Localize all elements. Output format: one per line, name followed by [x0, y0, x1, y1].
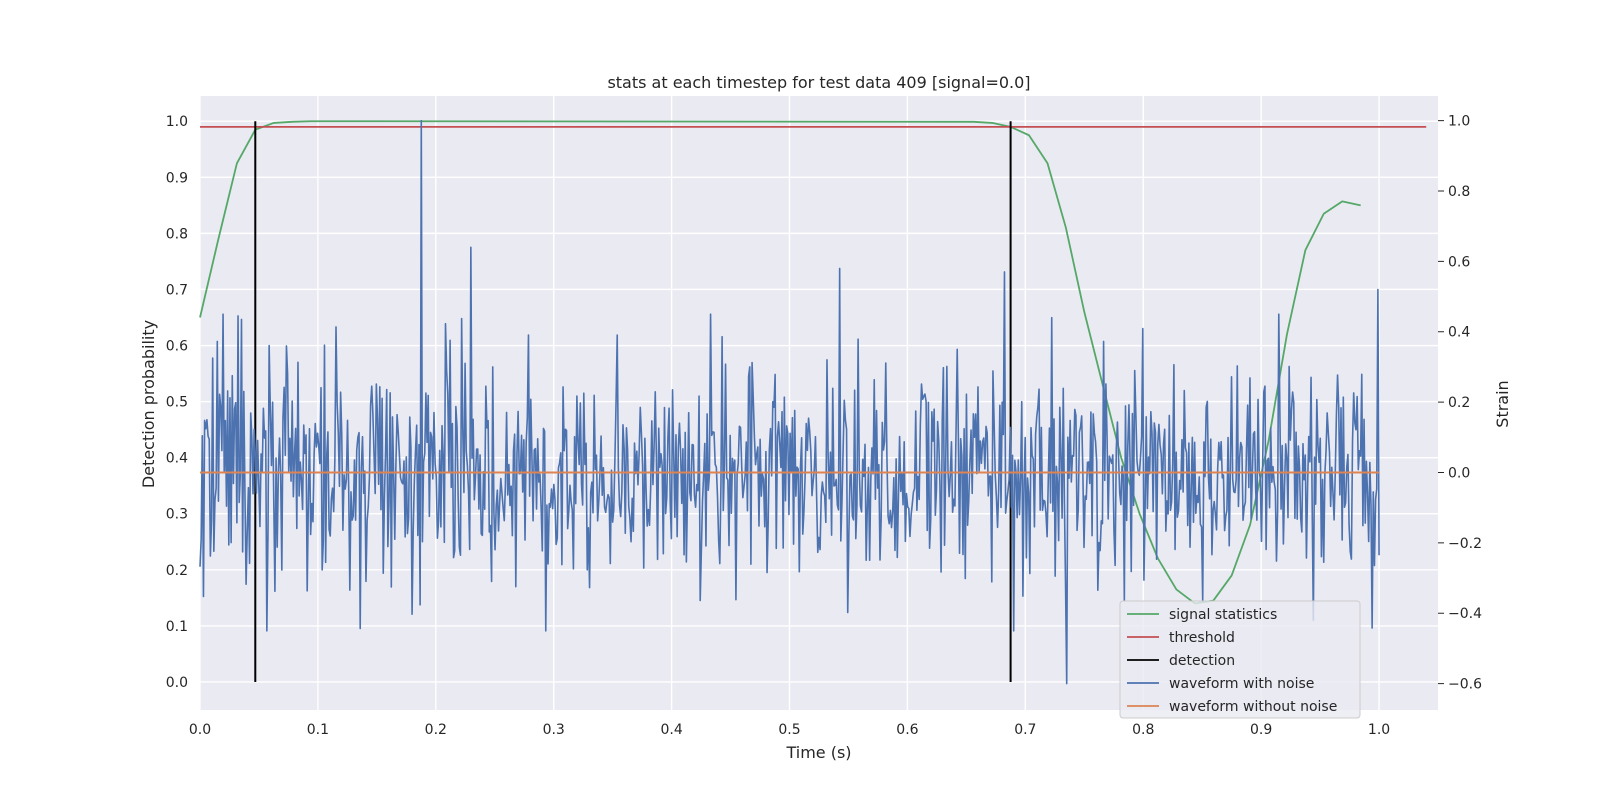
- y-tick-label: 0.6: [166, 339, 188, 355]
- x-tick-label: 0.1: [307, 722, 329, 738]
- legend-box: [1119, 600, 1361, 719]
- y-tick-label: 0.1: [166, 619, 188, 635]
- x-tick-label: 0.3: [543, 722, 565, 738]
- signal-statistics-line: [199, 120, 1361, 605]
- x-tick-label: 0.4: [660, 722, 682, 738]
- legend: signal statistics threshold detection wa…: [1119, 600, 1361, 719]
- x-tick-label: 0.2: [425, 722, 447, 738]
- legend-label-detection: detection: [1169, 653, 1235, 669]
- y-tick-label-right: 0.2: [1448, 395, 1470, 411]
- x-tick-label: 0.5: [778, 722, 800, 738]
- series-layer: [199, 119, 1427, 685]
- y-tick-label-right: 0.8: [1448, 184, 1470, 200]
- y-tick-label: 1.0: [166, 114, 188, 130]
- y-tick-label: 0.2: [166, 563, 188, 579]
- waveform-with-noise-line: [199, 119, 1380, 685]
- x-tick-label: 0.7: [1014, 722, 1036, 738]
- y-tick-label-right: −0.2: [1448, 536, 1482, 552]
- y-tick-label: 0.8: [166, 226, 188, 242]
- y-tick-label-right: −0.6: [1448, 677, 1482, 693]
- legend-label-threshold: threshold: [1169, 630, 1235, 646]
- y-tick-label-right: −0.4: [1448, 606, 1482, 622]
- y-ticks-right: −0.6 −0.4 −0.2 0.0 0.2 0.4 0.6 0.8 1.0: [1438, 114, 1482, 693]
- x-tick-label: 0.8: [1132, 722, 1154, 738]
- legend-label-waveform-without-noise: waveform without noise: [1169, 699, 1337, 715]
- legend-label-signal-statistics: signal statistics: [1169, 607, 1277, 623]
- x-tick-label: 0.6: [896, 722, 918, 738]
- chart-title: stats at each timestep for test data 409…: [607, 73, 1030, 92]
- y-tick-label: 0.4: [166, 451, 188, 467]
- y-tick-label-right: 0.6: [1448, 254, 1470, 270]
- y-tick-label: 0.0: [166, 675, 188, 691]
- y-axis-title-right: Strain: [1493, 380, 1512, 427]
- y-tick-label: 0.7: [166, 282, 188, 298]
- y-tick-label: 0.3: [166, 507, 188, 523]
- y-ticks: 0.0 0.1 0.2 0.3 0.4 0.5 0.6 0.7 0.8 0.9 1.0: [166, 114, 188, 691]
- y-axis-title: Detection probability: [139, 320, 158, 488]
- x-ticks: 0.0 0.1 0.2 0.3 0.4 0.5 0.6 0.7 0.8 0.9 1.0: [189, 722, 1390, 738]
- x-tick-label: 1.0: [1368, 722, 1390, 738]
- x-axis-title: Time (s): [785, 743, 851, 762]
- x-tick-label: 0.9: [1250, 722, 1272, 738]
- y-tick-label-right: 0.0: [1448, 465, 1470, 481]
- y-tick-label: 0.5: [166, 395, 188, 411]
- y-tick-label: 0.9: [166, 170, 188, 186]
- y-tick-label-right: 0.4: [1448, 325, 1470, 341]
- legend-label-waveform-with-noise: waveform with noise: [1169, 676, 1314, 692]
- y-tick-label-right: 1.0: [1448, 114, 1470, 130]
- x-tick-label: 0.0: [189, 722, 211, 738]
